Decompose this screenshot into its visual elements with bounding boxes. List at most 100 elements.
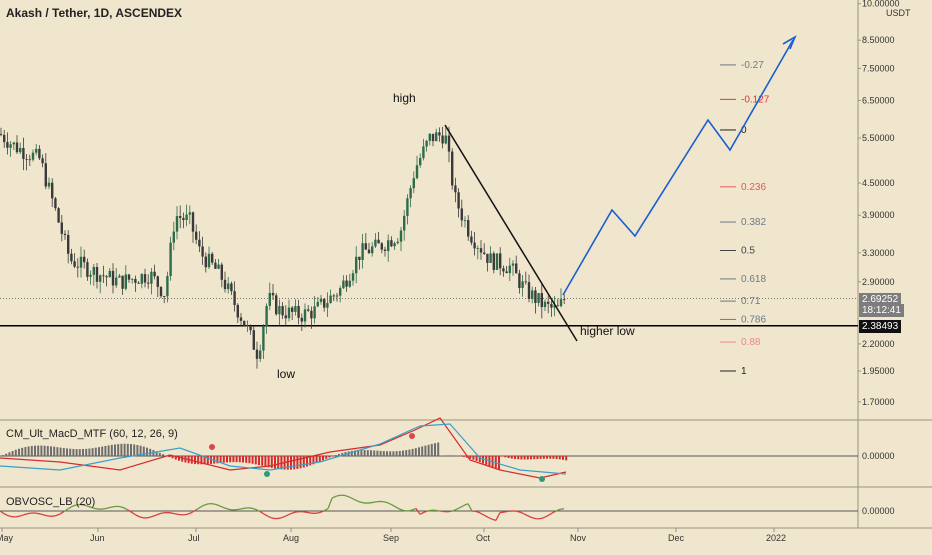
price-tick-label: 3.30000 bbox=[862, 248, 895, 258]
macd-bar bbox=[399, 451, 401, 456]
macd-bar bbox=[351, 451, 353, 456]
macd-bar bbox=[389, 451, 391, 456]
macd-bar bbox=[392, 451, 394, 456]
candle-body bbox=[419, 158, 421, 165]
macd-bar bbox=[104, 446, 106, 456]
candle-body bbox=[454, 185, 456, 192]
candle-body bbox=[518, 273, 520, 288]
obv-indicator-label[interactable]: OBVOSC_LB (20) bbox=[6, 496, 95, 508]
candle-body bbox=[13, 143, 15, 145]
annotation-higher-low: higher low bbox=[580, 324, 635, 338]
candle-body bbox=[320, 299, 322, 302]
candle-body bbox=[173, 232, 175, 243]
macd-bar bbox=[501, 456, 503, 457]
macd-bar bbox=[24, 447, 26, 456]
macd-bar bbox=[508, 456, 510, 458]
candle-body bbox=[6, 142, 8, 148]
candle-body bbox=[125, 274, 127, 288]
candle-body bbox=[448, 136, 450, 152]
candle-body bbox=[64, 234, 66, 235]
candle-body bbox=[269, 293, 271, 306]
candle-body bbox=[224, 280, 226, 289]
fib-level-label: -0.127 bbox=[741, 94, 770, 105]
macd-bar bbox=[434, 443, 436, 456]
obv-segment bbox=[108, 507, 112, 508]
obv-segment bbox=[152, 515, 156, 517]
macd-bar bbox=[405, 450, 407, 456]
price-unit-label: USDT bbox=[886, 8, 911, 18]
obv-segment bbox=[532, 518, 536, 519]
macd-bar bbox=[552, 456, 554, 459]
candle-body bbox=[377, 240, 379, 244]
macd-bar bbox=[386, 451, 388, 456]
macd-bar bbox=[12, 451, 14, 456]
macd-bar bbox=[293, 456, 295, 469]
candle-body bbox=[70, 254, 72, 262]
obv-segment bbox=[464, 504, 468, 506]
candle-body bbox=[131, 279, 133, 280]
candle-body bbox=[256, 350, 258, 359]
macd-bar bbox=[517, 456, 519, 459]
candle-body bbox=[77, 267, 79, 268]
macd-bar bbox=[543, 456, 545, 459]
macd-bar bbox=[472, 456, 474, 460]
obv-segment bbox=[184, 514, 188, 515]
obv-segment bbox=[52, 516, 56, 517]
macd-bar bbox=[373, 450, 375, 456]
candle-body bbox=[400, 231, 402, 242]
macd-zero-label: 0.00000 bbox=[862, 451, 895, 461]
candle-body bbox=[387, 240, 389, 251]
candle-body bbox=[281, 306, 283, 315]
candle-body bbox=[86, 262, 88, 277]
candle-body bbox=[112, 271, 114, 286]
candle-body bbox=[486, 254, 488, 263]
obv-segment bbox=[480, 513, 484, 515]
macd-bar bbox=[370, 450, 372, 456]
candle-body bbox=[470, 237, 472, 243]
candle-body bbox=[493, 253, 495, 270]
macd-bar bbox=[72, 449, 74, 456]
obv-segment bbox=[160, 513, 164, 514]
macd-bar bbox=[562, 456, 564, 460]
candle-body bbox=[32, 153, 34, 160]
macd-bar bbox=[120, 444, 122, 456]
obv-segment bbox=[104, 508, 108, 509]
candle-body bbox=[345, 281, 347, 287]
macd-bar bbox=[261, 456, 263, 466]
obv-segment bbox=[372, 502, 376, 503]
candle-body bbox=[333, 296, 335, 297]
candle-body bbox=[550, 304, 552, 308]
obv-segment bbox=[220, 506, 224, 508]
candle-body bbox=[326, 303, 328, 308]
obv-segment bbox=[36, 513, 40, 514]
obv-segment bbox=[148, 517, 152, 518]
fib-level-label: -0.27 bbox=[741, 60, 764, 71]
candle-body bbox=[310, 311, 312, 319]
candle-body bbox=[265, 306, 267, 327]
candle-body bbox=[294, 306, 296, 312]
macd-bar bbox=[456, 456, 458, 457]
obv-segment bbox=[176, 514, 180, 515]
macd-indicator-label[interactable]: CM_Ult_MacD_MTF (60, 12, 26, 9) bbox=[6, 428, 178, 440]
macd-bar bbox=[364, 450, 366, 456]
candle-body bbox=[243, 321, 245, 326]
macd-bar bbox=[111, 445, 113, 456]
candle-body bbox=[531, 290, 533, 299]
macd-bar bbox=[63, 448, 65, 456]
macd-bar bbox=[504, 456, 506, 457]
candle-body bbox=[301, 318, 303, 322]
candle-body bbox=[544, 302, 546, 307]
macd-bar bbox=[418, 447, 420, 456]
obv-segment bbox=[328, 498, 332, 508]
macd-bar bbox=[360, 450, 362, 456]
countdown-badge: 18:12:41 bbox=[859, 304, 904, 317]
macd-bar bbox=[252, 456, 254, 464]
candle-body bbox=[358, 257, 360, 260]
candle-body bbox=[457, 192, 459, 208]
candle-body bbox=[502, 268, 504, 271]
obv-segment bbox=[540, 518, 544, 519]
obv-segment bbox=[456, 508, 460, 510]
macd-bar bbox=[40, 446, 42, 456]
